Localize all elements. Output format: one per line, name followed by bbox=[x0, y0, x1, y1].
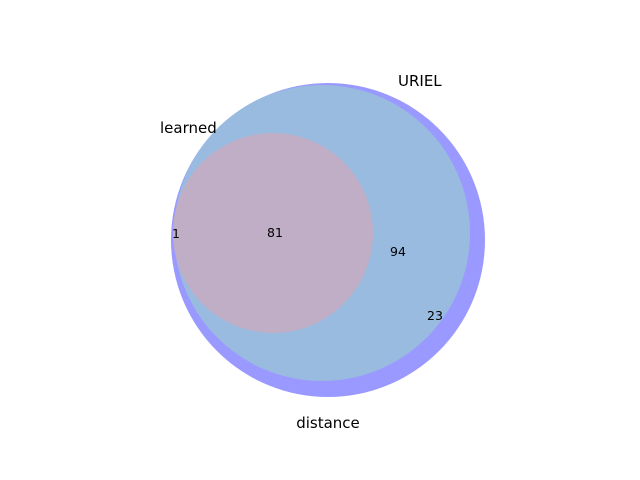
set-label-learned: learned bbox=[160, 119, 217, 137]
set-label-uriel: URIEL bbox=[398, 72, 442, 90]
region-count-all-three: 81 bbox=[267, 225, 283, 240]
region-count-learned-only: 1 bbox=[172, 226, 180, 241]
region-count-uriel-only: 23 bbox=[427, 308, 443, 323]
region-count-uriel-distance: 94 bbox=[390, 244, 406, 259]
circle-learned bbox=[173, 133, 373, 333]
set-label-distance: distance bbox=[296, 414, 360, 432]
